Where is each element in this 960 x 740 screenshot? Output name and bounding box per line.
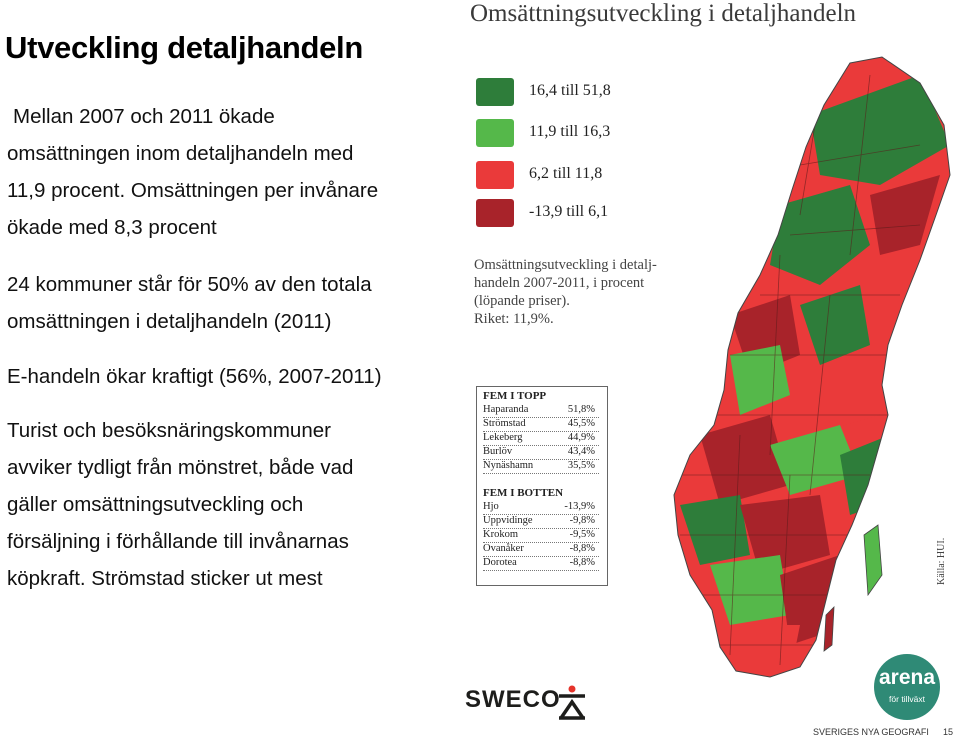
slide-title: Utveckling detaljhandeln	[5, 30, 363, 65]
text-line: 24 kommuner står för 50% av den totala	[7, 273, 372, 296]
description-line: handeln 2007-2011, i procent	[474, 275, 645, 291]
text-line: ökade med 8,3 procent	[7, 216, 217, 239]
arena-logo: arena för tillväxt	[874, 654, 940, 720]
ranking-name: Hjo	[483, 501, 499, 512]
text-line: avviker tydligt från mönstret, både vad	[7, 456, 354, 479]
ranking-value: -8,8%	[569, 557, 595, 568]
sweco-logo: SWECO	[465, 686, 561, 713]
ranking-value: -8,8%	[569, 543, 595, 554]
text-line: Mellan 2007 och 2011 ökade	[13, 105, 275, 128]
ranking-name: Nynäshamn	[483, 460, 534, 471]
bottom-five-heading: FEM I BOTTEN	[483, 487, 564, 499]
paragraph-turism: Turist och besöksnäringskommuner avviker…	[7, 412, 457, 597]
map-description: Omsättningsutveckling i detalj- handeln …	[474, 256, 657, 328]
map-regions	[674, 57, 950, 677]
ranking-box: FEM I TOPP Haparanda 51,8% Strömstad 45,5%…	[476, 386, 608, 586]
ranking-name: Uppvidinge	[483, 515, 533, 526]
ranking-row: Ovanåker -8,8%	[483, 543, 599, 557]
legend-label: 16,4 till 51,8	[529, 82, 611, 99]
legend-label: 11,9 till 16,3	[529, 123, 611, 140]
description-line: Riket: 11,9%.	[474, 311, 554, 327]
ranking-value: 43,4%	[567, 446, 595, 457]
text-line: 11,9 procent. Omsättningen per invånare	[7, 179, 379, 202]
legend-item: 16,4 till 51,8	[476, 78, 736, 108]
text-line: Turist och besöksnäringskommuner	[7, 419, 331, 442]
ranking-row: Burlöv 43,4%	[483, 446, 599, 460]
ranking-value: 35,5%	[567, 460, 595, 471]
ranking-row: Uppvidinge -9,8%	[483, 515, 599, 529]
text-line: E-handeln ökar kraftigt (56%, 2007-2011)	[7, 365, 382, 388]
ranking-value: -13,9%	[564, 501, 595, 512]
map-title: Omsättningsutveckling i detaljhandeln	[470, 0, 857, 27]
sweden-choropleth-map	[673, 56, 951, 678]
page-number: 15	[943, 727, 954, 737]
legend-item: 11,9 till 16,3	[476, 119, 736, 149]
ranking-row: Haparanda 51,8%	[483, 404, 599, 418]
ranking-value: -9,5%	[569, 529, 595, 540]
ranking-name: Krokom	[483, 529, 518, 540]
map-source: Källa: HUI.	[936, 537, 947, 585]
text-line: gäller omsättningsutveckling och	[7, 493, 304, 516]
legend-label: 6,2 till 11,8	[529, 165, 603, 182]
paragraph-intro: Mellan 2007 och 2011 ökade omsättningen …	[7, 98, 447, 246]
ranking-value: -9,8%	[569, 515, 595, 526]
legend-label: -13,9 till 6,1	[529, 203, 609, 220]
ranking-name: Haparanda	[483, 404, 529, 415]
legend-item: -13,9 till 6,1	[476, 199, 736, 229]
ranking-row: Lekeberg 44,9%	[483, 432, 599, 446]
ranking-name: Strömstad	[483, 418, 526, 429]
text-line: köpkraft. Strömstad sticker ut mest	[7, 567, 323, 590]
legend-swatch	[476, 199, 514, 227]
ranking-name: Burlöv	[483, 446, 513, 457]
gotland-region	[863, 524, 883, 597]
ranking-row: Strömstad 45,5%	[483, 418, 599, 432]
ranking-value: 44,9%	[567, 432, 595, 443]
description-line: (löpande priser).	[474, 293, 570, 309]
text-line: omsättningen i detaljhandeln (2011)	[7, 310, 332, 333]
ranking-name: Lekeberg	[483, 432, 523, 443]
paragraph-kommuner: 24 kommuner står för 50% av den totala o…	[7, 266, 457, 340]
legend-swatch	[476, 78, 514, 106]
arena-name: arena	[878, 666, 936, 689]
ranking-row: Hjo -13,9%	[483, 501, 599, 515]
legend-swatch	[476, 161, 514, 189]
paragraph-ehandel: E-handeln ökar kraftigt (56%, 2007-2011)	[7, 358, 457, 395]
footer-series: SVERIGES NYA GEOGRAFI	[813, 727, 929, 737]
ranking-value: 51,8%	[567, 404, 595, 415]
sweco-mark-icon	[559, 685, 585, 720]
oland-region	[823, 605, 835, 652]
legend-swatch	[476, 119, 514, 147]
ranking-row: Nynäshamn 35,5%	[483, 460, 599, 474]
ranking-row: Krokom -9,5%	[483, 529, 599, 543]
ranking-name: Dorotea	[483, 557, 517, 568]
text-line: omsättningen inom detaljhandeln med	[7, 142, 354, 165]
legend-item: 6,2 till 11,8	[476, 161, 736, 191]
text-line: försäljning i förhållande till invånarna…	[7, 530, 349, 553]
ranking-row: Dorotea -8,8%	[483, 557, 599, 571]
arena-tagline: för tillväxt	[889, 694, 925, 704]
ranking-name: Ovanåker	[483, 543, 524, 554]
description-line: Omsättningsutveckling i detalj-	[474, 257, 657, 273]
top-five-heading: FEM I TOPP	[483, 390, 547, 402]
ranking-value: 45,5%	[567, 418, 595, 429]
